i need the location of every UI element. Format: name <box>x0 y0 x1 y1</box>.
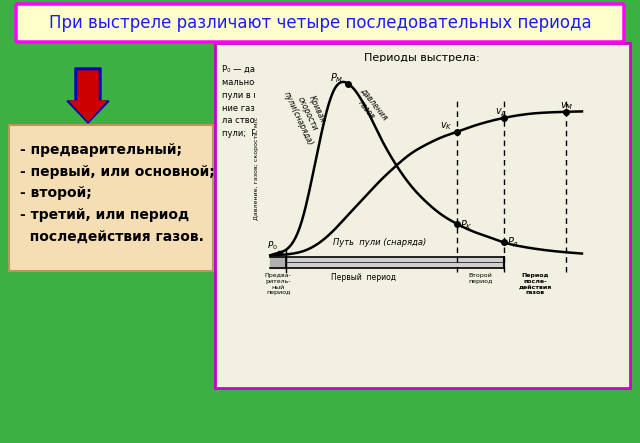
Text: Путь  пули (снаряда): Путь пули (снаряда) <box>333 238 426 247</box>
Text: P₀ — давление  форсирования;   Pₘ — наибольшее  (макси-
мальное) давление;  Pₖ и: P₀ — давление форсирования; Pₘ — наиболь… <box>222 65 483 138</box>
Text: Второй
период: Второй период <box>468 273 493 284</box>
FancyArrow shape <box>70 71 106 121</box>
Text: Предва-
ритель-
ный
период: Предва- ритель- ный период <box>265 273 292 295</box>
Text: $P_0$: $P_0$ <box>267 240 278 253</box>
Text: Первый  период: Первый период <box>332 273 396 282</box>
Text: При выстреле различают четыре последовательных периода: При выстреле различают четыре последоват… <box>49 14 591 32</box>
Text: $v_M$: $v_M$ <box>559 100 573 112</box>
Text: $v_K$: $v_K$ <box>440 120 452 132</box>
Text: Периоды выстрела:: Периоды выстрела: <box>364 53 480 63</box>
Text: $P_K$: $P_K$ <box>460 218 473 232</box>
Text: $P_M$: $P_M$ <box>330 71 344 85</box>
Text: $v_д$: $v_д$ <box>495 107 507 119</box>
Text: Давление, газов; скорость, м/с: Давление, газов; скорость, м/с <box>254 117 259 220</box>
FancyBboxPatch shape <box>9 125 213 271</box>
FancyBboxPatch shape <box>16 4 624 42</box>
Text: Период
после-
действия
газов: Период после- действия газов <box>518 273 552 295</box>
Text: Кривая
скорости
пули(снаряда): Кривая скорости пули(снаряда) <box>282 81 333 147</box>
Text: давления
газов: давления газов <box>351 86 390 128</box>
Text: $P_д$: $P_д$ <box>507 236 519 250</box>
Bar <box>215 43 630 388</box>
FancyArrow shape <box>67 68 109 123</box>
Text: - предварительный;
- первый, или основной;
- второй;
- третий, или период
  посл: - предварительный; - первый, или основно… <box>20 143 215 244</box>
